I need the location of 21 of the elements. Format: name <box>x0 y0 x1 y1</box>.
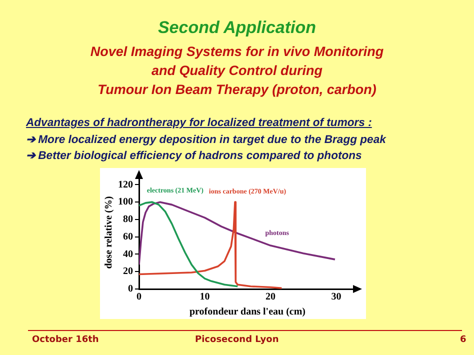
y-tick-label: 120 <box>118 179 133 190</box>
x-tick-label: 20 <box>266 292 276 303</box>
y-axis-title: dose relative (%) <box>104 196 115 269</box>
y-tick-label: 20 <box>123 266 133 278</box>
text: ➔ Better biological efficiency of hadrons compared to photons <box>26 149 362 162</box>
text: ➔ More localized energy deposition in target due to the Bragg peak <box>26 133 386 146</box>
text: Picosecond Lyon <box>195 335 279 345</box>
text: Advantages of hadrontherapy for localized treatment of tumors : <box>26 117 372 129</box>
text: October 16th <box>32 335 99 345</box>
y-tick-label: 40 <box>123 248 133 260</box>
chart-subtitle: Novel Imaging Systems for in vivo Monitoring and Quality Control during Tumour Ion Beam Therapy (proton, carbon) <box>89 43 385 99</box>
y-tick-label: 100 <box>118 196 133 208</box>
x-tick-label: 0 <box>136 292 142 303</box>
y-tick-label: 60 <box>123 231 133 242</box>
chart-title: Second Application <box>156 18 318 38</box>
y-tick-label: 0 <box>128 284 133 295</box>
x-axis-title: profondeur dans l'eau (cm) <box>189 306 306 318</box>
x-tick-label: 10 <box>200 292 210 303</box>
text: 6 <box>460 335 466 345</box>
y-tick-label: 80 <box>123 214 133 226</box>
x-tick-label: 30 <box>331 292 342 303</box>
